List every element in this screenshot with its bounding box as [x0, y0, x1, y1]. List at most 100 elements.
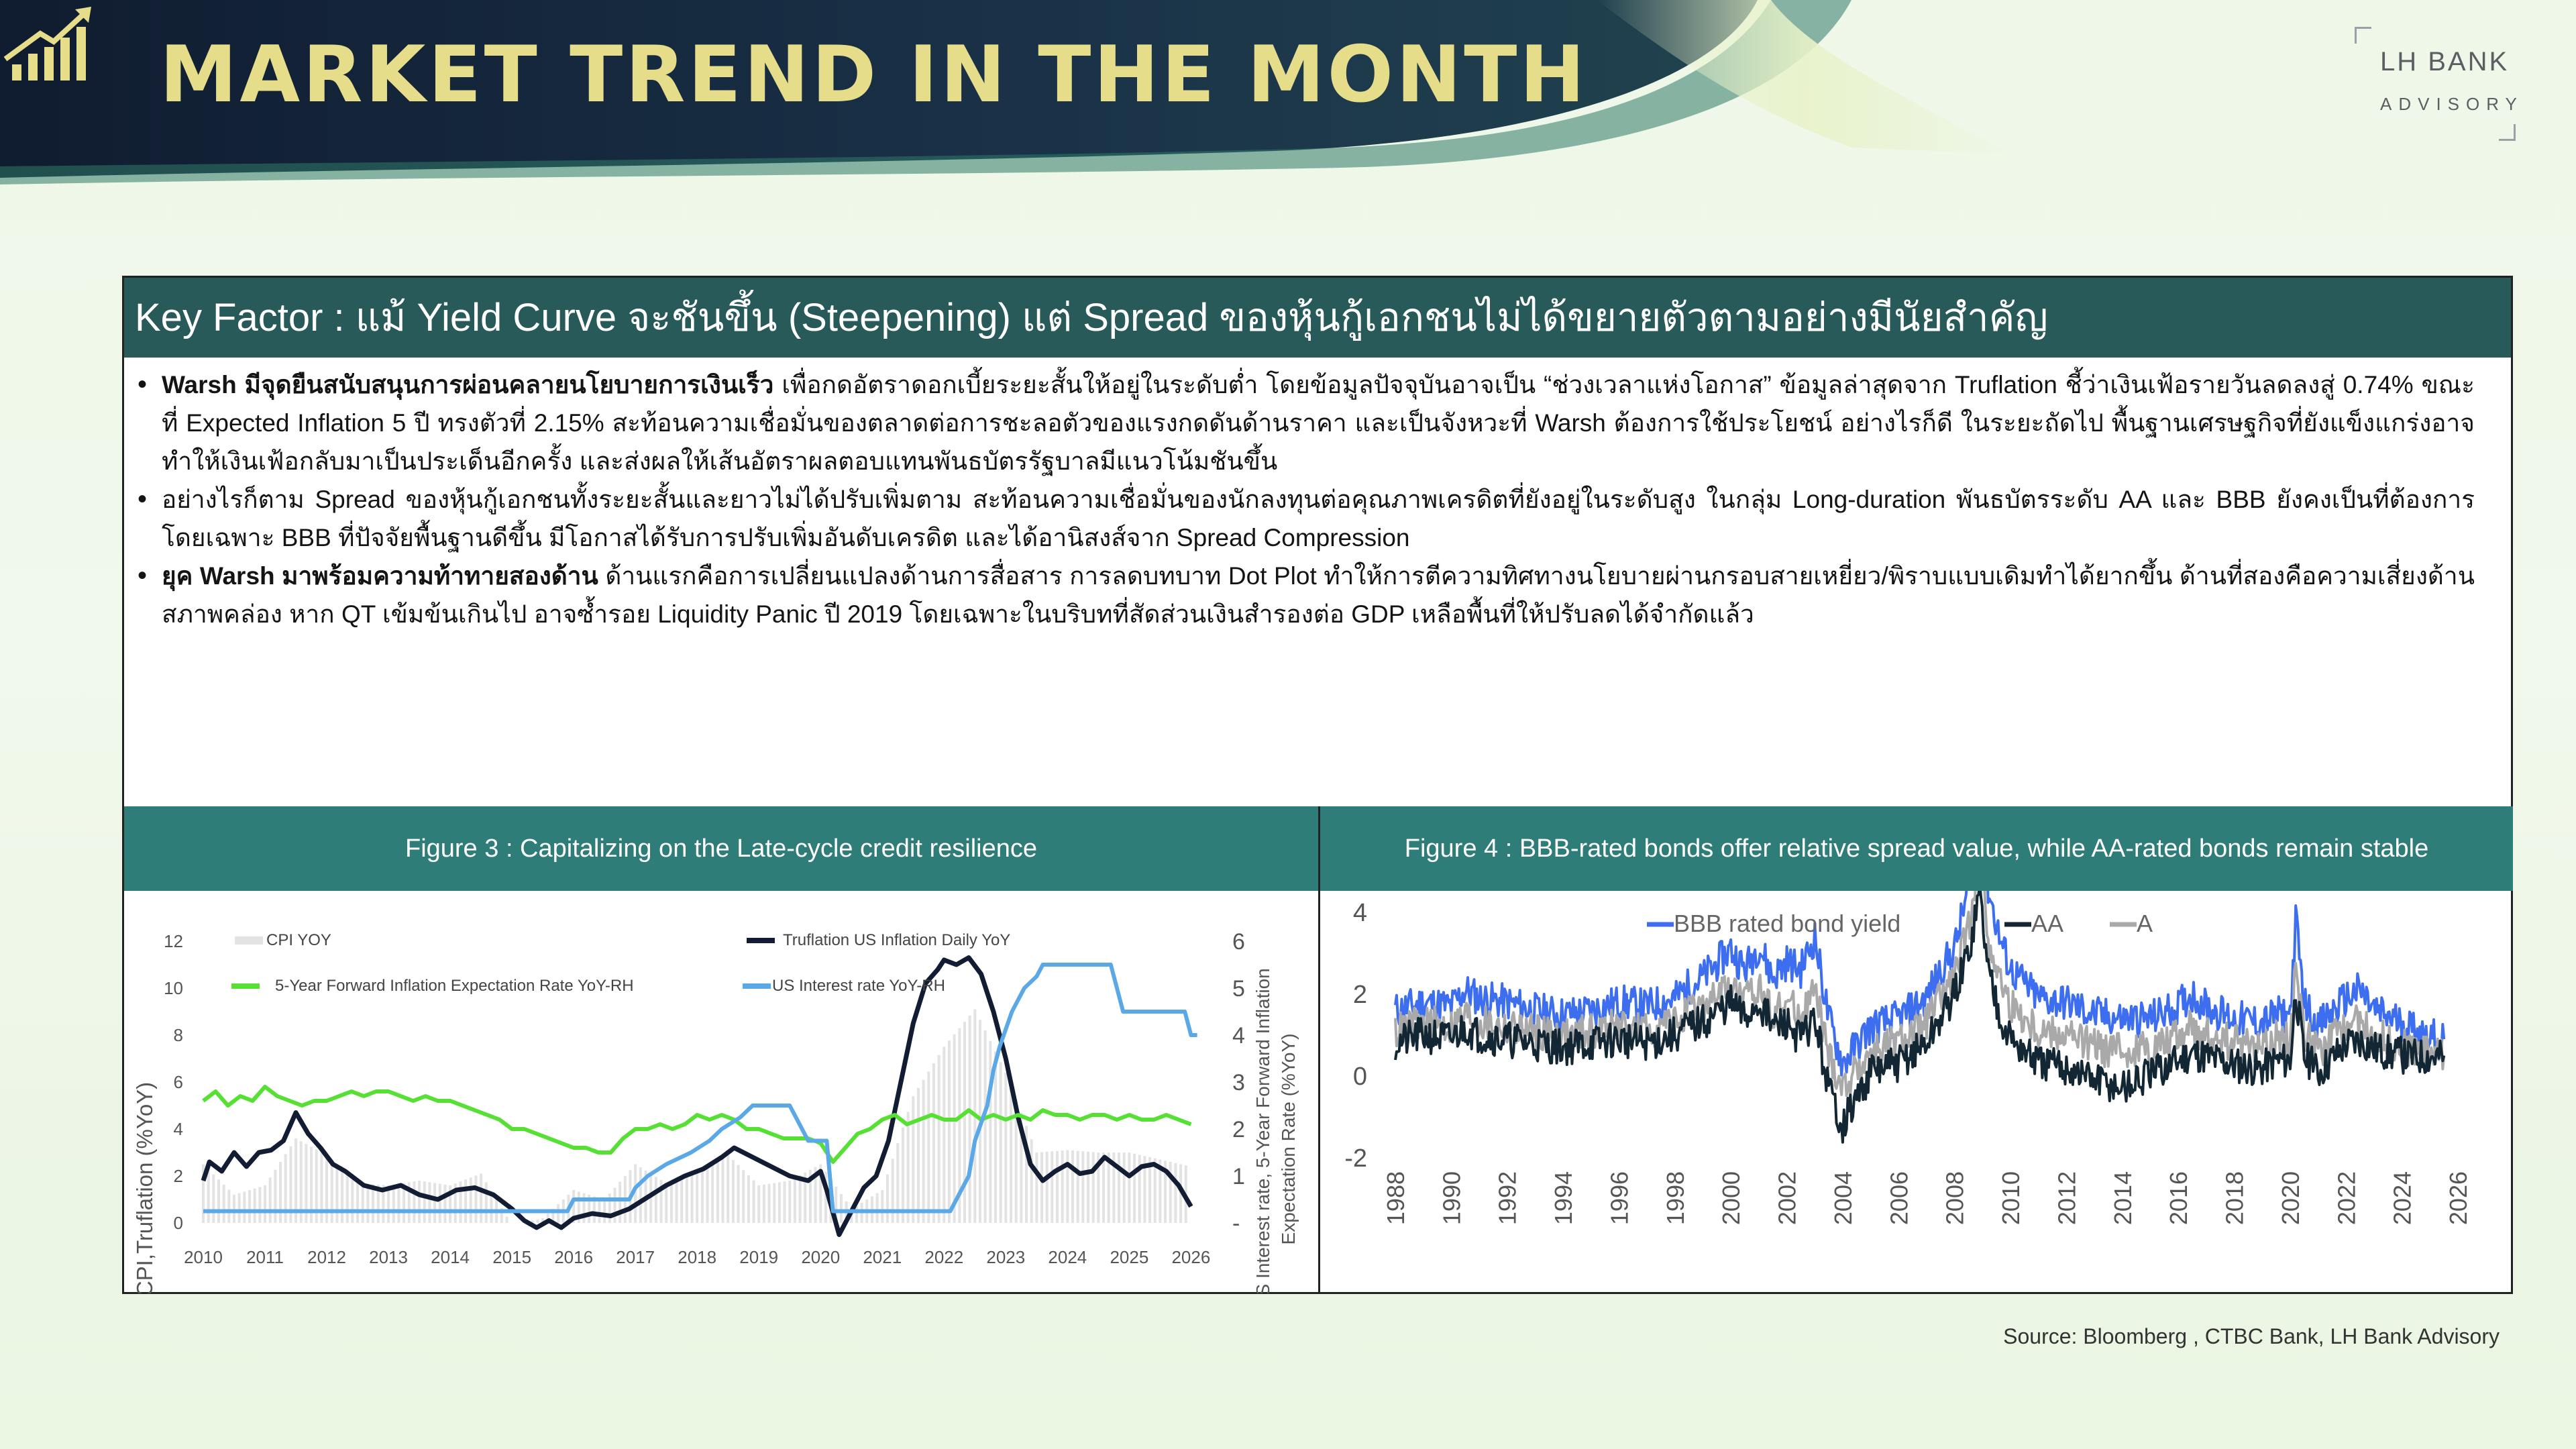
lh-bank-brand-logo: LH BANK ADVISORY [2355, 27, 2517, 141]
bar-cpi-yoy [1061, 1150, 1064, 1223]
bar-cpi-yoy [500, 1208, 503, 1223]
x-tick-label: 1992 [1494, 1171, 1521, 1225]
bar-cpi-yoy [1040, 1152, 1043, 1223]
bar-cpi-yoy [700, 1170, 704, 1223]
bar-cpi-yoy [752, 1180, 755, 1223]
bar-cpi-yoy [1179, 1164, 1183, 1223]
y-axis-title-right-1: US Interest rate, 5-Year Forward Inflati… [1252, 968, 1273, 1293]
bar-cpi-yoy [453, 1183, 457, 1223]
bar-cpi-yoy [531, 1220, 534, 1223]
brand-corner-bottom-right [2499, 124, 2516, 141]
bar-cpi-yoy [1076, 1150, 1079, 1223]
bar-cpi-yoy [958, 1028, 961, 1223]
y-tick-label-left: 10 [164, 978, 183, 998]
content-panel: Key Factor : แม้ Yield Curve จะชันขึ้น (… [122, 276, 2513, 1294]
x-tick-label: 2020 [2277, 1171, 2304, 1225]
bar-cpi-yoy [356, 1183, 360, 1223]
bar-cpi-yoy [505, 1216, 508, 1223]
bar-cpi-yoy [1009, 1085, 1012, 1223]
brand-subtitle: ADVISORY [2380, 94, 2524, 114]
legend-label-truflation: Truflation US Inflation Daily YoY [783, 931, 1010, 949]
bar-cpi-yoy [680, 1178, 684, 1223]
bar-cpi-yoy [1014, 1099, 1018, 1223]
bar-cpi-yoy [665, 1183, 668, 1223]
figure-4-title: Figure 4 : BBB-rated bonds offer relativ… [1320, 806, 2513, 891]
figure-4-chart: -202468198819901992199419961998200020022… [1344, 891, 2472, 1225]
bar-cpi-yoy [777, 1182, 781, 1223]
x-tick-label: 2012 [307, 1247, 346, 1267]
y-axis-title-right-2: Expectation Rate (%YoY) [1278, 1034, 1299, 1245]
bar-cpi-yoy [1169, 1162, 1172, 1223]
y-tick-label-right: - [1232, 1211, 1240, 1236]
legend-label-a: A [2137, 910, 2153, 937]
bar-cpi-yoy [392, 1184, 395, 1223]
bar-cpi-yoy [659, 1179, 663, 1223]
bar-cpi-yoy [896, 1143, 900, 1223]
x-tick-label: 2026 [1171, 1247, 1210, 1267]
x-tick-label: 2016 [2165, 1171, 2192, 1225]
bar-cpi-yoy [1133, 1153, 1136, 1223]
bar-cpi-yoy [469, 1177, 472, 1223]
bar-cpi-yoy [258, 1187, 262, 1223]
bar-cpi-yoy [1148, 1157, 1152, 1223]
x-tick-label: 2018 [678, 1247, 716, 1267]
bar-cpi-yoy [222, 1184, 225, 1223]
bar-cpi-yoy [202, 1164, 205, 1223]
bar-cpi-yoy [1153, 1158, 1157, 1223]
bar-cpi-yoy [767, 1183, 771, 1223]
bar-cpi-yoy [742, 1170, 745, 1223]
bar-cpi-yoy [284, 1154, 287, 1223]
bar-cpi-yoy [1107, 1152, 1110, 1223]
bar-cpi-yoy [572, 1190, 576, 1223]
bar-cpi-yoy [428, 1182, 431, 1223]
bar-cpi-yoy [819, 1164, 822, 1223]
bar-cpi-yoy [325, 1155, 329, 1223]
x-tick-label: 1996 [1605, 1171, 1633, 1225]
bar-cpi-yoy [1159, 1159, 1162, 1223]
bar-cpi-yoy [906, 1112, 910, 1223]
bar-cpi-yoy [711, 1164, 714, 1223]
figures-row: Figure 3 : Capitalizing on the Late-cycl… [124, 806, 2513, 1294]
bar-cpi-yoy [685, 1177, 688, 1223]
bar-cpi-yoy [885, 1174, 889, 1223]
bar-cpi-yoy [1164, 1161, 1167, 1223]
bar-cpi-yoy [762, 1184, 765, 1223]
bar-cpi-yoy [1128, 1152, 1131, 1223]
bar-cpi-yoy [608, 1193, 611, 1223]
legend-label-bbb: BBB rated bond yield [1674, 910, 1900, 937]
bar-cpi-yoy [999, 1062, 1002, 1223]
bar-cpi-yoy [922, 1079, 925, 1223]
series-line-5-year-forward-inflation-expectation-rate-yoy-rh [202, 1085, 1192, 1164]
x-tick-label: 2026 [2445, 1171, 2472, 1225]
bar-cpi-yoy [1138, 1155, 1141, 1223]
bar-cpi-yoy [233, 1195, 236, 1223]
bar-cpi-yoy [1118, 1152, 1121, 1223]
bar-cpi-yoy [320, 1152, 323, 1223]
x-tick-label: 2010 [184, 1247, 223, 1267]
bar-cpi-yoy [1056, 1150, 1059, 1223]
bar-cpi-yoy [634, 1164, 637, 1223]
bar-cpi-yoy [413, 1181, 416, 1223]
x-tick-label: 2000 [1717, 1171, 1745, 1225]
bar-cpi-yoy [947, 1040, 951, 1223]
bar-cpi-yoy [989, 1040, 992, 1223]
bar-cpi-yoy [824, 1171, 827, 1223]
y-tick-label: -2 [1344, 1144, 1367, 1173]
bar-cpi-yoy [669, 1181, 673, 1223]
bar-cpi-yoy [839, 1193, 843, 1223]
source-note: Source: Bloomberg , CTBC Bank, LH Bank A… [2003, 1324, 2500, 1348]
bar-cpi-yoy [1112, 1152, 1116, 1223]
bar-cpi-yoy [289, 1146, 292, 1223]
bar-cpi-yoy [490, 1191, 493, 1223]
bar-cpi-yoy [613, 1187, 616, 1223]
bar-cpi-yoy [268, 1177, 272, 1223]
bar-cpi-yoy [1051, 1151, 1054, 1223]
bar-cpi-yoy [1097, 1152, 1100, 1223]
bar-cpi-yoy [1030, 1139, 1033, 1223]
y-tick-label-right: 6 [1232, 929, 1245, 955]
y-tick-label-right: 1 [1232, 1164, 1245, 1189]
bar-cpi-yoy [264, 1185, 267, 1223]
x-tick-label: 2004 [1829, 1171, 1857, 1225]
bar-cpi-yoy [603, 1199, 606, 1223]
y-tick-label-right: 5 [1232, 976, 1245, 1002]
